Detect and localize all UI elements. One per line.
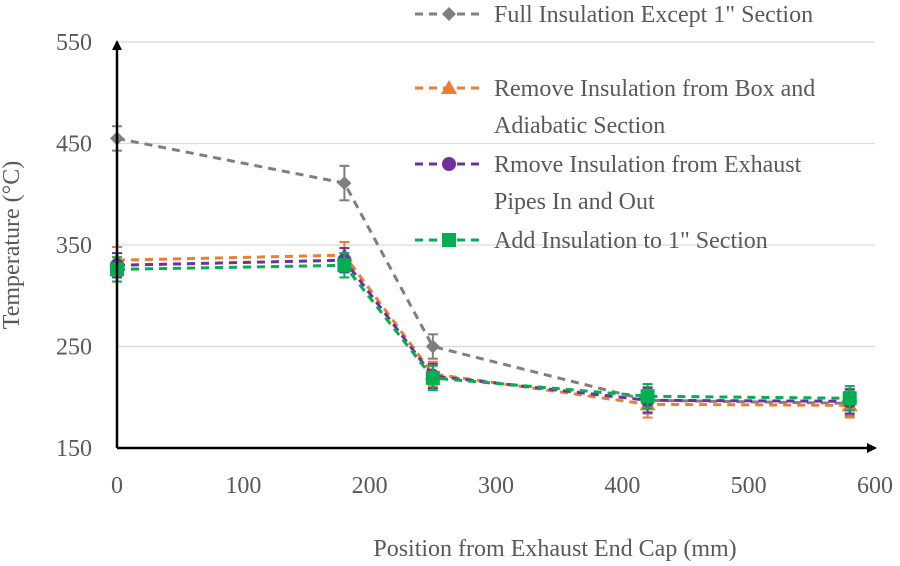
gridlines [117,41,875,348]
y-tick-label: 350 [56,233,92,259]
legend-swatch-marker [442,233,456,247]
x-tick-label: 300 [478,473,514,499]
x-tick-label: 400 [604,473,640,499]
legend-label: Pipes In and Out [494,189,655,215]
data-point [425,339,440,354]
legend-label: Adiabatic Section [494,113,665,139]
legend-item: Add Insulation to 1" Section [415,228,768,254]
data-point [337,176,352,191]
legend-label: Rmove Insulation from Exhaust [494,152,802,178]
y-axis-title: Temperature (°C) [0,161,25,330]
x-tick-label: 600 [857,473,893,499]
data-point [425,370,440,385]
series-4 [110,252,857,412]
data-point [640,389,655,404]
legend-label: Remove Insulation from Box and [494,76,815,102]
series-3 [110,247,857,415]
legend-item: Rmove Insulation from Exhaust Pipes In an… [415,152,802,215]
y-tick-label: 150 [56,436,92,462]
y-tick-label: 550 [56,30,92,56]
y-tick-label: 250 [56,335,92,361]
x-tick-label: 100 [225,473,261,499]
series-line [116,136,850,405]
legend-swatch-marker [441,80,457,94]
legend-item: Full Insulation Except 1" Section [415,2,813,28]
legend-swatch-marker [442,7,456,21]
x-axis-title: Position from Exhaust End Cap (mm) [373,536,736,562]
y-tick-label: 450 [56,132,92,158]
x-tick-label: 200 [352,473,388,499]
legend-swatch-marker [442,157,456,171]
legend-label: Full Insulation Except 1" Section [494,2,813,28]
legend: Full Insulation Except 1" Section Remove … [415,2,815,254]
data-point [842,391,857,406]
x-tick-label: 0 [111,473,123,499]
legend-item: Remove Insulation from Box and Adiabatic … [415,76,815,139]
data-point [337,258,352,273]
series-line [116,263,850,400]
x-tick-label: 500 [731,473,767,499]
y-axis-ticks: 150 250 350 450 550 [56,30,92,462]
x-axis-ticks: 0 100 200 300 400 500 600 [111,473,893,499]
series-line [116,253,850,407]
legend-label: Add Insulation to 1" Section [494,228,768,254]
